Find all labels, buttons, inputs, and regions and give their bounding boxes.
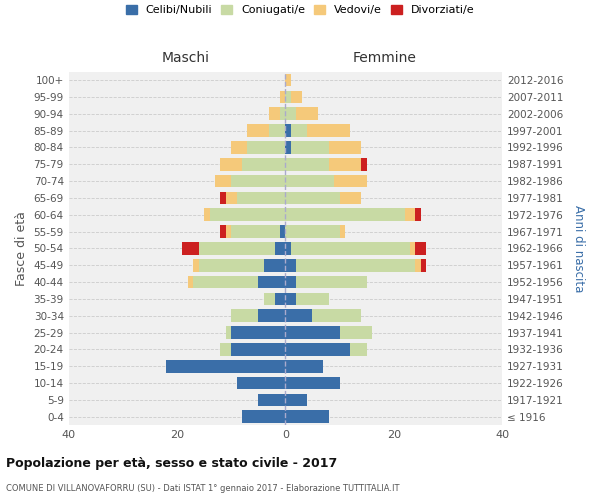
Bar xyxy=(258,310,286,322)
Legend: Celibi/Nubili, Coniugati/e, Vedovi/e, Divorziati/e: Celibi/Nubili, Coniugati/e, Vedovi/e, Di… xyxy=(121,0,479,20)
Bar xyxy=(263,259,286,272)
Bar xyxy=(269,124,286,137)
Text: Popolazione per età, sesso e stato civile - 2017: Popolazione per età, sesso e stato civil… xyxy=(6,458,337,470)
Bar xyxy=(286,292,296,305)
Bar xyxy=(350,343,367,355)
Bar xyxy=(286,158,329,170)
Bar xyxy=(286,226,340,238)
Bar xyxy=(340,226,345,238)
Bar xyxy=(291,124,307,137)
Bar xyxy=(231,226,280,238)
Bar xyxy=(296,259,415,272)
Bar xyxy=(296,292,329,305)
Bar xyxy=(182,242,199,254)
Bar xyxy=(329,141,361,154)
Bar xyxy=(340,326,372,339)
Bar xyxy=(286,192,340,204)
Bar xyxy=(280,90,286,104)
Bar xyxy=(340,192,361,204)
Bar xyxy=(231,141,247,154)
Bar xyxy=(313,310,361,322)
Bar xyxy=(421,259,426,272)
Bar xyxy=(361,158,367,170)
Bar xyxy=(275,242,286,254)
Bar xyxy=(329,158,361,170)
Bar xyxy=(280,108,286,120)
Bar xyxy=(286,74,291,86)
Bar xyxy=(415,259,421,272)
Bar xyxy=(188,276,193,288)
Bar xyxy=(286,343,350,355)
Bar xyxy=(286,377,340,390)
Bar xyxy=(204,208,209,221)
Text: COMUNE DI VILLANOVAFORRU (SU) - Dati ISTAT 1° gennaio 2017 - Elaborazione TUTTIT: COMUNE DI VILLANOVAFORRU (SU) - Dati IST… xyxy=(6,484,400,493)
Bar xyxy=(286,259,296,272)
Bar xyxy=(291,242,410,254)
Bar xyxy=(220,158,242,170)
Y-axis label: Anni di nascita: Anni di nascita xyxy=(572,204,585,292)
Bar xyxy=(296,108,318,120)
Bar xyxy=(275,292,286,305)
Bar xyxy=(286,360,323,372)
Bar xyxy=(226,326,231,339)
Bar xyxy=(231,310,258,322)
Bar xyxy=(404,208,415,221)
Bar xyxy=(286,108,296,120)
Bar xyxy=(226,226,231,238)
Text: Maschi: Maschi xyxy=(161,50,209,64)
Bar xyxy=(242,410,286,423)
Bar xyxy=(286,394,307,406)
Bar xyxy=(286,310,313,322)
Bar xyxy=(220,192,226,204)
Bar xyxy=(286,175,334,188)
Bar xyxy=(280,226,286,238)
Bar xyxy=(307,124,350,137)
Bar xyxy=(220,226,226,238)
Bar xyxy=(242,158,286,170)
Bar xyxy=(215,175,231,188)
Bar xyxy=(286,124,291,137)
Bar xyxy=(286,242,291,254)
Bar xyxy=(334,175,367,188)
Y-axis label: Fasce di età: Fasce di età xyxy=(15,211,28,286)
Bar xyxy=(269,108,280,120)
Bar xyxy=(247,124,269,137)
Bar xyxy=(286,208,404,221)
Bar xyxy=(236,377,286,390)
Bar xyxy=(209,208,286,221)
Bar xyxy=(296,276,367,288)
Bar xyxy=(286,276,296,288)
Bar xyxy=(258,394,286,406)
Bar xyxy=(193,276,258,288)
Bar xyxy=(231,326,286,339)
Bar xyxy=(199,259,263,272)
Bar xyxy=(199,242,275,254)
Bar xyxy=(286,326,340,339)
Bar xyxy=(263,292,275,305)
Bar xyxy=(291,90,302,104)
Bar xyxy=(231,175,286,188)
Bar xyxy=(193,259,199,272)
Bar xyxy=(410,242,415,254)
Bar xyxy=(220,343,231,355)
Bar xyxy=(415,242,426,254)
Bar xyxy=(247,141,286,154)
Bar xyxy=(415,208,421,221)
Bar xyxy=(166,360,286,372)
Bar xyxy=(226,192,236,204)
Bar xyxy=(236,192,286,204)
Bar xyxy=(286,90,291,104)
Bar xyxy=(286,141,291,154)
Bar xyxy=(231,343,286,355)
Bar xyxy=(258,276,286,288)
Bar xyxy=(286,410,329,423)
Text: Femmine: Femmine xyxy=(353,50,417,64)
Bar xyxy=(291,141,329,154)
